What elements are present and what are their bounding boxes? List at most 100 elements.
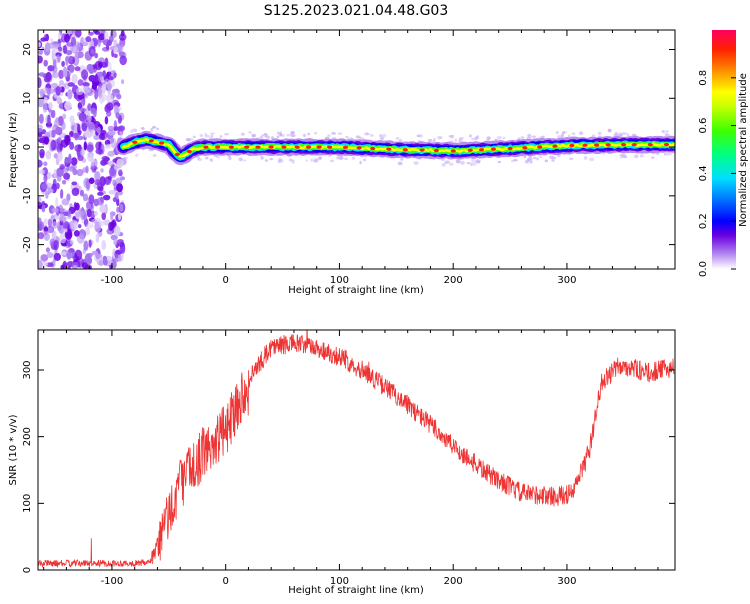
faint-spot [219, 134, 223, 139]
faint-spot [460, 161, 465, 165]
noise-blob [88, 194, 95, 205]
noise-blob [87, 88, 95, 96]
faint-spot [228, 156, 232, 160]
faint-spot [197, 158, 202, 161]
faint-spot [205, 134, 211, 138]
faint-spot [122, 157, 128, 160]
y-tick-label: 0 [22, 567, 33, 573]
x-tick-label: 0 [223, 576, 229, 587]
noise-blob [42, 102, 48, 113]
ridge-peak-dot [255, 145, 261, 149]
noise-blob [46, 225, 55, 234]
noise-blob [106, 93, 114, 105]
noise-blob [64, 33, 70, 43]
noise-blob [85, 227, 91, 236]
faint-spot [567, 134, 571, 138]
faint-spot [419, 134, 423, 138]
noise-blob [64, 134, 71, 146]
noise-blob [100, 168, 104, 173]
faint-spot [130, 129, 133, 134]
noise-blob [110, 212, 114, 221]
noise-blob [94, 179, 101, 186]
noise-blob [60, 251, 68, 256]
x-tick-label: -100 [101, 576, 124, 587]
noise-blob [80, 210, 84, 221]
faint-spot [310, 158, 314, 162]
noise-blob [56, 137, 62, 146]
faint-spot [520, 136, 525, 139]
page-title: S125.2023.021.04.48.G03 [264, 3, 449, 19]
noise-blob [53, 153, 59, 159]
faint-spot [351, 156, 356, 160]
noise-blob [98, 220, 105, 227]
colorbar-tick-label: 0.2 [698, 213, 709, 229]
ridge-peak-dot [244, 145, 250, 149]
noise-blob [107, 160, 115, 167]
faint-spot [665, 130, 669, 133]
noise-blob [40, 37, 47, 42]
ridge-peak-dot [305, 145, 312, 149]
faint-spot [397, 161, 403, 166]
noise-blob [59, 79, 65, 86]
noise-blob [103, 78, 111, 88]
noise-blob [102, 70, 106, 78]
noise-blob [99, 93, 107, 102]
noise-blob [99, 204, 107, 213]
noise-blob [88, 67, 95, 74]
ridge-peak-dot [490, 147, 497, 151]
faint-spot [251, 133, 257, 138]
noise-blob [94, 52, 99, 59]
ridge-peak-dot [356, 146, 362, 150]
noise-blob [69, 219, 78, 230]
noise-blob [77, 123, 81, 134]
snr-frame [37, 329, 676, 571]
noise-blob [93, 210, 98, 217]
noise-blob [68, 166, 76, 172]
noise-blob [81, 262, 89, 269]
noise-blob [38, 159, 43, 168]
noise-blob [113, 237, 118, 246]
snr-y-axis-label: SNR (10 * v/v) [8, 414, 19, 485]
noise-blob [69, 141, 75, 150]
noise-blob [116, 183, 123, 193]
ridge-peak-dot [132, 140, 138, 144]
faint-spot [549, 155, 554, 159]
noise-blob [101, 61, 107, 68]
noise-blob [69, 239, 75, 245]
faint-spot [557, 135, 562, 138]
faint-spot [560, 133, 564, 138]
noise-blob [98, 57, 105, 63]
noise-blob [71, 73, 78, 84]
faint-spot [607, 128, 612, 133]
noise-blob [61, 60, 65, 67]
faint-spot [562, 131, 566, 135]
faint-spot [188, 137, 194, 141]
noise-blob [60, 188, 64, 199]
noise-blob [55, 85, 61, 96]
y-tick-label: 200 [22, 427, 33, 446]
noise-blob [53, 168, 57, 179]
noise-blob [92, 30, 99, 34]
noise-blob [119, 43, 124, 52]
noise-blob [119, 130, 123, 139]
faint-spot [278, 159, 284, 163]
noise-blob [107, 150, 115, 157]
ridge-peak-dot [386, 147, 392, 151]
noise-blob [43, 174, 48, 183]
faint-spot [510, 160, 514, 163]
faint-spot [427, 138, 433, 143]
faint-spot [379, 133, 383, 138]
noise-blob [121, 79, 125, 85]
ridge-peak-dot [620, 143, 627, 147]
ridge-peak-dot [186, 149, 192, 154]
noise-blob [60, 213, 65, 219]
noise-blob [112, 197, 118, 203]
faint-spot [359, 137, 365, 140]
faint-spot [494, 138, 498, 141]
noise-blob [84, 129, 88, 138]
faint-spot [466, 161, 471, 165]
noise-blob [55, 197, 59, 208]
faint-spot [152, 126, 156, 129]
ridge-peak-dot [158, 141, 165, 145]
faint-spot [152, 154, 157, 157]
